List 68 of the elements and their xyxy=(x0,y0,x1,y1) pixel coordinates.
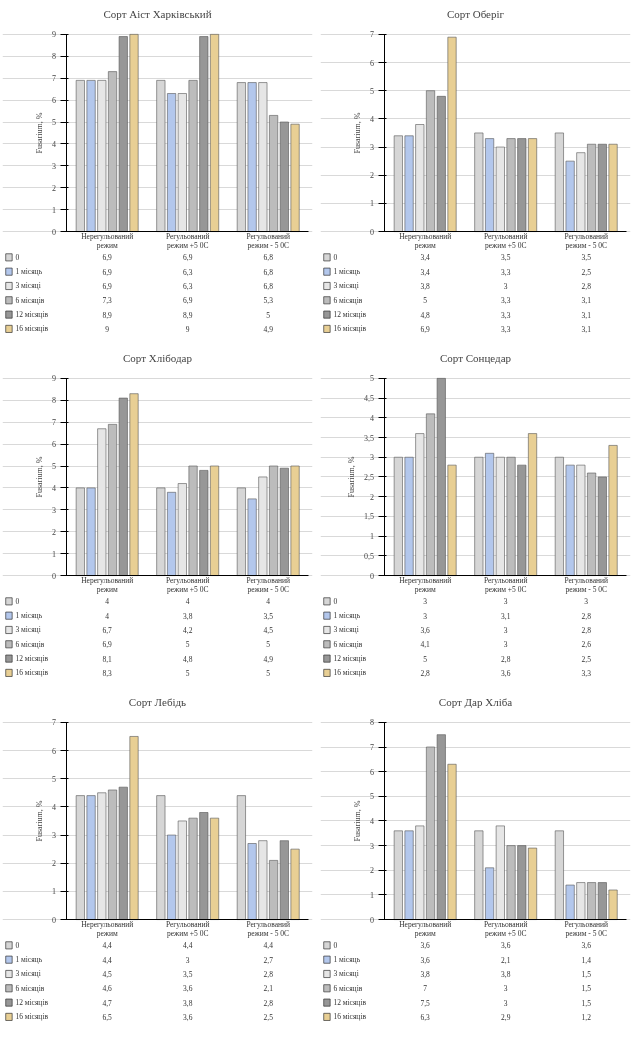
y-tick-label: 4 xyxy=(369,413,374,423)
y-tick-label: 0,5 xyxy=(363,551,374,561)
y-tick-label: 5 xyxy=(369,86,374,96)
y-tick-label: 4 xyxy=(369,816,374,826)
y-tick-label: 1 xyxy=(369,532,374,542)
y-tick-label: 8 xyxy=(51,52,56,62)
y-tick-label: 5 xyxy=(369,374,374,384)
y-tick-label: 3 xyxy=(51,161,56,171)
y-tick-label: 1 xyxy=(51,205,56,215)
y-tick-label: 2 xyxy=(369,171,374,181)
y-axis-title: Fusarium, % xyxy=(352,800,362,842)
y-tick-label: 6 xyxy=(369,58,374,68)
chart-title: Сорт Аіст Харківський xyxy=(103,7,212,20)
y-tick-label: 0 xyxy=(51,227,56,237)
y-tick-label: 3 xyxy=(369,453,374,463)
y-tick-label: 0 xyxy=(369,915,374,925)
y-tick-label: 6 xyxy=(51,96,56,106)
y-tick-label: 1 xyxy=(369,890,374,900)
y-tick-label: 9 xyxy=(51,374,56,384)
y-tick-label: 3 xyxy=(51,831,56,841)
y-tick-label: 5 xyxy=(51,774,56,784)
y-tick-label: 6 xyxy=(51,440,56,450)
y-axis-title: Fusarium, % xyxy=(352,112,362,154)
y-tick-label: 2 xyxy=(369,492,374,502)
y-tick-label: 7 xyxy=(369,30,374,40)
y-tick-label: 2 xyxy=(369,866,374,876)
y-axis-title: Fusarium, % xyxy=(34,800,44,842)
chart-title: Сорт Лебідь xyxy=(128,695,187,708)
chart-title: Сорт Дар Хліба xyxy=(438,695,513,708)
y-tick-label: 3 xyxy=(369,841,374,851)
y-tick-label: 5 xyxy=(51,462,56,472)
y-tick-label: 5 xyxy=(51,118,56,128)
y-tick-label: 8 xyxy=(369,718,374,728)
y-tick-label: 7 xyxy=(51,74,56,84)
y-tick-label: 3 xyxy=(51,505,56,515)
y-tick-label: 4 xyxy=(51,483,56,493)
y-tick-label: 2 xyxy=(51,527,56,537)
y-tick-label: 2 xyxy=(51,183,56,193)
y-tick-label: 7 xyxy=(51,718,56,728)
y-tick-label: 0 xyxy=(51,915,56,925)
y-tick-label: 1 xyxy=(369,199,374,209)
y-tick-label: 6 xyxy=(369,767,374,777)
y-tick-label: 7 xyxy=(51,418,56,428)
y-tick-label: 0 xyxy=(51,571,56,581)
y-tick-label: 1 xyxy=(51,549,56,559)
chart-title: Сорт Оберіг xyxy=(446,7,505,20)
y-tick-label: 4,5 xyxy=(363,394,374,404)
y-tick-label: 5 xyxy=(369,792,374,802)
y-tick-label: 4 xyxy=(51,802,56,812)
y-axis-title: Fusarium, % xyxy=(346,456,356,498)
y-tick-label: 2,5 xyxy=(363,472,374,482)
y-tick-label: 9 xyxy=(51,30,56,40)
y-tick-label: 4 xyxy=(51,139,56,149)
y-tick-label: 2 xyxy=(51,859,56,869)
y-tick-label: 6 xyxy=(51,746,56,756)
y-tick-label: 0 xyxy=(369,571,374,581)
y-tick-label: 4 xyxy=(369,114,374,124)
chart-title: Сорт Сонцедар xyxy=(439,351,512,364)
y-tick-label: 8 xyxy=(51,396,56,406)
y-axis-title: Fusarium, % xyxy=(34,456,44,498)
y-tick-label: 0 xyxy=(369,227,374,237)
y-tick-label: 1 xyxy=(51,887,56,897)
y-tick-label: 3 xyxy=(369,143,374,153)
y-axis-title: Fusarium, % xyxy=(34,112,44,154)
chart-title: Сорт Хлібодар xyxy=(123,351,193,364)
y-tick-label: 7 xyxy=(369,743,374,753)
y-tick-label: 1,5 xyxy=(363,512,374,522)
y-tick-label: 3,5 xyxy=(363,433,374,443)
